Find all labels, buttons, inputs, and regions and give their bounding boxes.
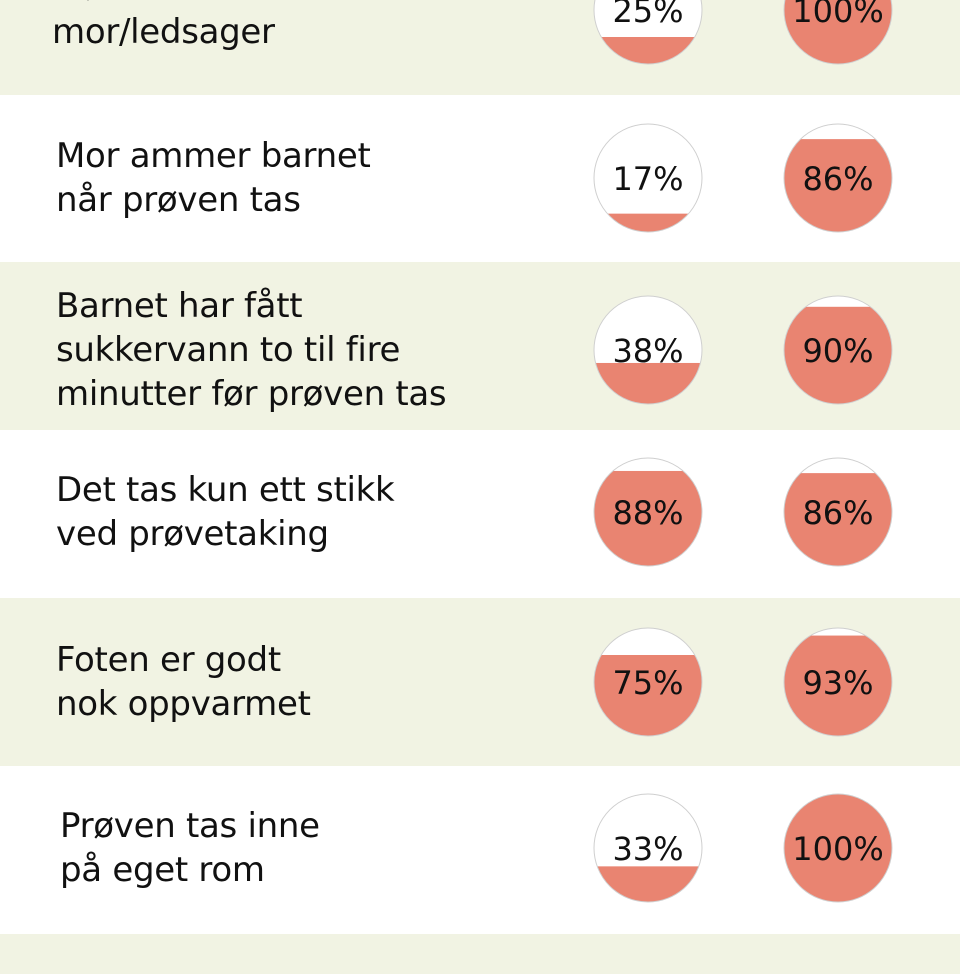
percentage-circle: 88%: [593, 457, 703, 567]
row-label-line: Prøven tas inntil: [52, 0, 612, 10]
circle-outline: [783, 123, 893, 233]
percentage-circle: 25%: [593, 0, 703, 65]
circle-outline: [593, 457, 703, 567]
circle-outline: [783, 0, 893, 65]
circle-outline: [593, 295, 703, 405]
row-label: Foten er godt nok oppvarmet: [56, 638, 616, 726]
row-label-line: når prøven tas: [56, 180, 301, 220]
percentage-label: 33%: [612, 830, 683, 868]
row-label-line: Barnet har fått: [56, 286, 303, 326]
percentage-label: 100%: [792, 830, 883, 868]
row-label: Barnet har fått sukkervann to til fire min…: [56, 284, 616, 416]
circle-outline: [593, 627, 703, 737]
row-label-line: Foten er godt: [56, 640, 281, 680]
circle-outline: [783, 457, 893, 567]
percentage-label: 17%: [612, 160, 683, 198]
row-label-line: sukkervann to til fire: [56, 330, 401, 370]
percentage-circle: 90%: [783, 295, 893, 405]
circle-outline: [593, 0, 703, 65]
percentage-circle: 100%: [783, 793, 893, 903]
row-label: Mor ammer barnet når prøven tas: [56, 134, 616, 222]
row-label-line: på eget rom: [60, 850, 265, 890]
percentage-circle: 33%: [593, 793, 703, 903]
percentage-circle: 100%: [783, 0, 893, 65]
percentage-label: 25%: [612, 0, 683, 30]
circle-fill: [594, 866, 702, 902]
percentage-label: 86%: [802, 494, 873, 532]
percentage-circle: 86%: [783, 123, 893, 233]
row-label-line: Det tas kun ett stikk: [56, 470, 395, 510]
percentage-label: 93%: [802, 664, 873, 702]
row-label-line: nok oppvarmet: [56, 684, 311, 724]
circle-fill: [784, 635, 892, 736]
circle-background: [594, 124, 702, 232]
percentage-label: 90%: [802, 332, 873, 370]
circle-outline: [783, 295, 893, 405]
circle-fill: [784, 139, 892, 232]
circle-fill: [594, 37, 702, 64]
percentage-circle: 93%: [783, 627, 893, 737]
row-label: Prøven tas inne på eget rom: [60, 804, 620, 892]
circle-fill: [784, 306, 892, 404]
circle-outline: [783, 627, 893, 737]
percentage-label: 38%: [612, 332, 683, 370]
percentage-circle: 75%: [593, 627, 703, 737]
percentage-label: 100%: [792, 0, 883, 30]
percentage-label: 86%: [802, 160, 873, 198]
percentage-label: 88%: [612, 494, 683, 532]
circle-fill: [784, 794, 892, 902]
percentage-circle: 17%: [593, 123, 703, 233]
row-label-line: minutter før prøven tas: [56, 374, 447, 414]
row-label-line: Prøven tas inne: [60, 806, 320, 846]
circle-outline: [593, 123, 703, 233]
row-label-line: ved prøvetaking: [56, 514, 329, 554]
circle-fill: [594, 470, 702, 566]
circle-outline: [593, 793, 703, 903]
row-label: Det tas kun ett stikk ved prøvetaking: [56, 468, 616, 556]
row-label: Prøven tas inntil mor/ledsager: [52, 0, 612, 54]
percentage-circle: 38%: [593, 295, 703, 405]
percentage-label: 75%: [612, 664, 683, 702]
circle-outline: [783, 793, 893, 903]
row-label-line: mor/ledsager: [52, 12, 275, 52]
percentage-circle: 86%: [783, 457, 893, 567]
circle-fill: [784, 473, 892, 566]
row-label-line: Mor ammer barnet: [56, 136, 371, 176]
